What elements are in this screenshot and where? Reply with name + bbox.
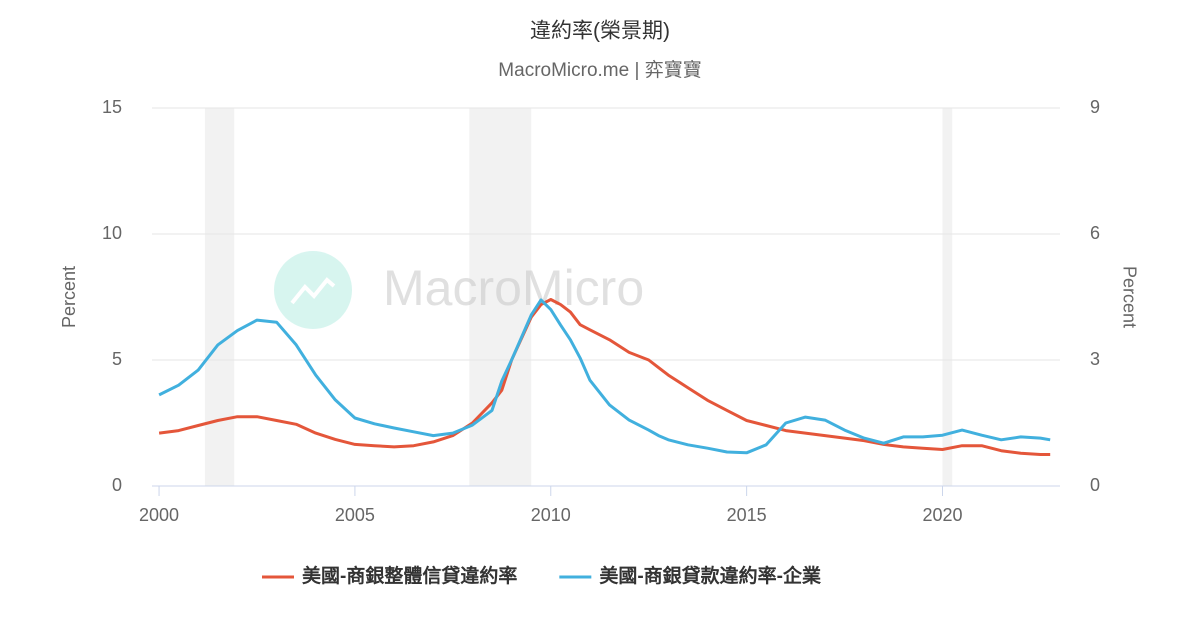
x-tick-label: 2020 xyxy=(922,505,962,525)
shaded-periods xyxy=(204,108,953,486)
plot xyxy=(158,298,1051,456)
y-tick-label: 5 xyxy=(112,349,122,369)
watermark-logo xyxy=(274,251,352,329)
watermark-icon xyxy=(290,277,336,305)
watermark: MacroMicro xyxy=(383,260,644,316)
legend: 美國-商銀整體信貸違約率 美國-商銀貸款違約率-企業 xyxy=(262,564,822,587)
x-tick-label: 2010 xyxy=(531,505,571,525)
y2-tick-label: 0 xyxy=(1090,475,1100,495)
watermark-group: MacroMicro xyxy=(274,251,644,329)
x-tick-label: 2005 xyxy=(335,505,375,525)
shaded-period xyxy=(469,108,532,486)
y-tick-label: 15 xyxy=(102,97,122,117)
legend-label: 美國-商銀貸款違約率-企業 xyxy=(599,564,822,587)
x-tick-label: 2000 xyxy=(139,505,179,525)
x-tick-label: 2015 xyxy=(727,505,767,525)
shaded-period xyxy=(204,108,235,486)
y2-tick-label: 3 xyxy=(1090,349,1100,369)
series-line xyxy=(158,298,1051,456)
y2-tick-label: 9 xyxy=(1090,97,1100,117)
y-tick-label: 0 xyxy=(112,475,122,495)
legend-label: 美國-商銀整體信貸違約率 xyxy=(302,564,517,587)
chart-title: 違約率(榮景期) xyxy=(530,20,670,43)
y-tick-label: 10 xyxy=(102,223,122,243)
grid: 0 5 10 15 0 3 6 9 2000 2005 2010 2015 2020 xyxy=(102,97,1100,525)
y2-axis-label: Percent xyxy=(1119,266,1139,328)
shaded-period xyxy=(942,108,953,486)
chart-subtitle: MacroMicro.me | 弈寶寶 xyxy=(498,59,701,81)
y2-tick-label: 6 xyxy=(1090,223,1100,243)
y-axis-label: Percent xyxy=(59,266,79,328)
series-line xyxy=(158,298,1051,455)
